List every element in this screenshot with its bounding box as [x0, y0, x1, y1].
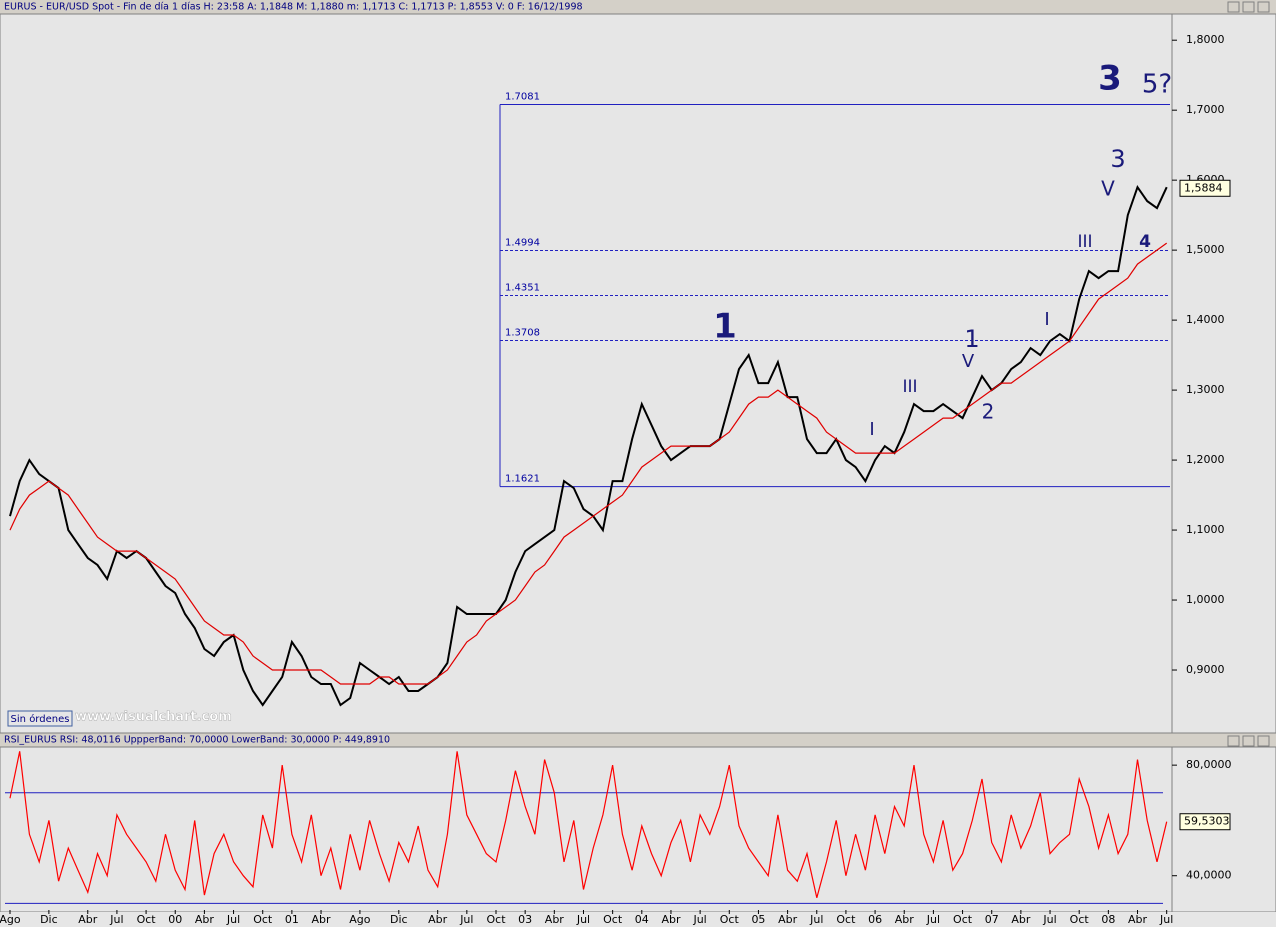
- fib-label: 1.4994: [505, 238, 540, 249]
- fib-label: 1.3708: [505, 328, 540, 339]
- y-tick-label: 1,8000: [1186, 33, 1225, 46]
- price-panel: [0, 13, 1173, 734]
- close-button[interactable]: [1257, 1, 1270, 13]
- x-tick-label: Abr: [1011, 913, 1031, 926]
- wave-label: I: [1044, 309, 1049, 330]
- maximize-button[interactable]: [1242, 1, 1255, 13]
- rsi-header: RSI_EURUS RSI: 48,0116 UppperBand: 70,00…: [4, 735, 390, 746]
- wave-label: 1: [713, 307, 737, 347]
- x-tick-label: 03: [518, 913, 532, 926]
- minimize-button[interactable]: [1227, 1, 1240, 13]
- fib-label: 1.4351: [505, 283, 540, 294]
- x-tick-label: 05: [751, 913, 765, 926]
- orders-button[interactable]: [7, 710, 73, 727]
- minimize-button[interactable]: [1227, 735, 1240, 747]
- x-tick-label: Oct: [486, 913, 506, 926]
- wave-label: V: [1101, 177, 1115, 201]
- last-value-label: 59,5303: [1184, 815, 1230, 828]
- series-line: [9, 751, 1168, 898]
- x-tick-label: Abr: [545, 913, 565, 926]
- wave-label: I: [869, 419, 874, 440]
- x-tick-label: Abr: [78, 913, 98, 926]
- x-tick-label: Oct: [603, 913, 623, 926]
- x-tick-label: Abr: [312, 913, 332, 926]
- wave-label: 1: [964, 325, 979, 353]
- y-tick-label: 1,4000: [1186, 313, 1225, 326]
- x-tick-label: 01: [285, 913, 299, 926]
- x-tick-label: Jul: [1159, 913, 1173, 926]
- x-tick-label: 04: [635, 913, 649, 926]
- x-tick-label: Abr: [1128, 913, 1148, 926]
- x-tick-label: Jul: [1042, 913, 1056, 926]
- wave-label: V: [962, 351, 975, 372]
- x-tick-label: 08: [1101, 913, 1115, 926]
- wave-label: 3: [1098, 59, 1122, 99]
- rsi-panel: [0, 746, 1173, 913]
- y-tick-label: 1,5000: [1186, 243, 1225, 256]
- x-tick-label: Jul: [692, 913, 706, 926]
- orders-button-label[interactable]: Sin órdenes: [11, 713, 70, 725]
- y-tick-label: 1,7000: [1186, 103, 1225, 116]
- x-tick-label: Abr: [661, 913, 681, 926]
- last-value-tag: [1179, 813, 1231, 831]
- x-tick-label: Abr: [195, 913, 215, 926]
- wave-label: III: [1077, 232, 1092, 252]
- x-tick-label: Abr: [895, 913, 915, 926]
- last-value-label: 1,5884: [1184, 181, 1223, 194]
- x-tick-label: Abr: [778, 913, 798, 926]
- wave-label: 2: [982, 400, 995, 424]
- y-tick-label: 1,1000: [1186, 523, 1225, 536]
- wave-label: 4: [1139, 232, 1151, 252]
- x-tick-label: Oct: [253, 913, 273, 926]
- window-buttons[interactable]: [1227, 1, 1270, 747]
- fib-label: 1.7081: [505, 92, 540, 103]
- fib-label: 1.1621: [505, 474, 540, 485]
- x-tick-label: Jul: [459, 913, 473, 926]
- x-tick-label: Dic: [390, 913, 408, 926]
- x-tick-label: Jul: [109, 913, 123, 926]
- x-tick-label: Oct: [1070, 913, 1090, 926]
- wave-label: III: [902, 377, 917, 397]
- x-tick-label: Oct: [720, 913, 740, 926]
- x-tick-label: Ago: [0, 913, 21, 926]
- series-line: [9, 185, 1168, 707]
- x-tick-label: Dic: [40, 913, 58, 926]
- wave-label: 3: [1110, 145, 1125, 173]
- price-header: EURUS - EUR/USD Spot - Fin de día 1 días…: [4, 2, 583, 13]
- x-tick-label: Oct: [836, 913, 856, 926]
- y-tick-label: 80,0000: [1186, 758, 1232, 771]
- x-tick-label: 00: [168, 913, 182, 926]
- last-value-tag: [1179, 179, 1231, 197]
- series-line: [9, 242, 1168, 685]
- x-tick-label: 06: [868, 913, 882, 926]
- price-axis-panel: [1171, 13, 1276, 734]
- x-tick-label: Abr: [428, 913, 448, 926]
- x-tick-label: Oct: [953, 913, 973, 926]
- y-tick-label: 0,9000: [1186, 663, 1225, 676]
- y-tick-label: 1,3000: [1186, 383, 1225, 396]
- y-tick-label: 1,0000: [1186, 593, 1225, 606]
- x-tick-label: Jul: [576, 913, 590, 926]
- x-tick-label: 07: [985, 913, 999, 926]
- x-tick-label: Jul: [926, 913, 940, 926]
- wave-label: 5?: [1142, 70, 1172, 100]
- y-tick-label: 1,2000: [1186, 453, 1225, 466]
- close-button[interactable]: [1257, 735, 1270, 747]
- x-tick-label: Oct: [137, 913, 157, 926]
- y-tick-label: 40,0000: [1186, 869, 1232, 882]
- watermark: www.visualchart.com: [75, 710, 232, 725]
- x-tick-label: Jul: [226, 913, 240, 926]
- x-tick-label: Ago: [349, 913, 371, 926]
- x-tick-label: Jul: [809, 913, 823, 926]
- date-axis-panel: [0, 912, 1276, 927]
- maximize-button[interactable]: [1242, 735, 1255, 747]
